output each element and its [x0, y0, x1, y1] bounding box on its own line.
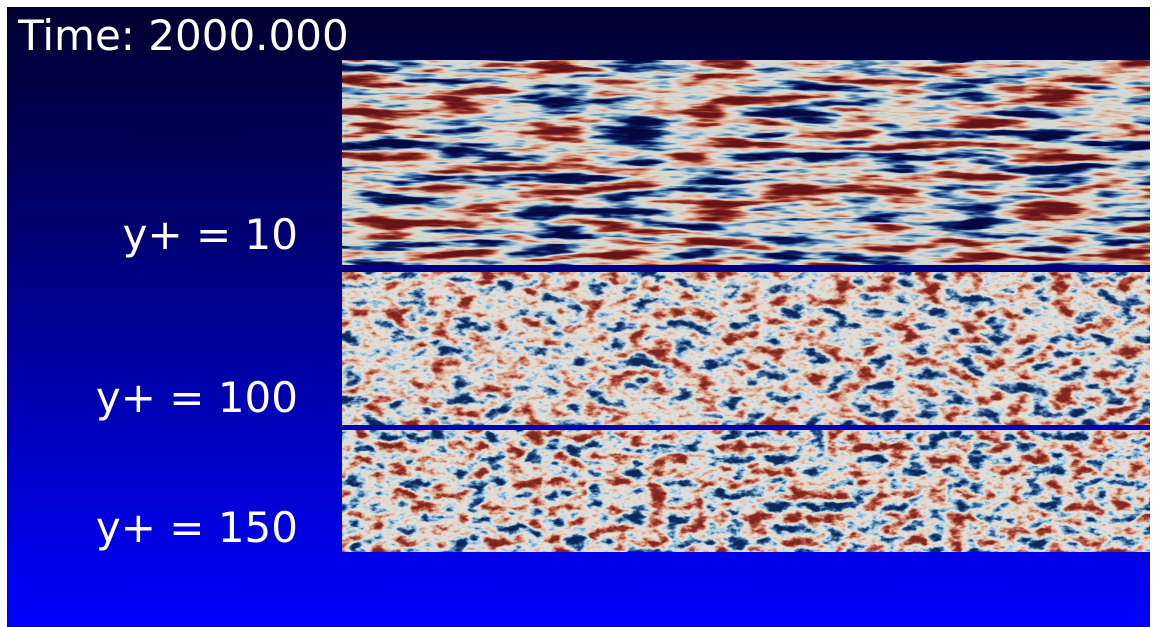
slice-field [342, 430, 1150, 552]
slice-field [342, 60, 1150, 265]
slices-render [7, 7, 1150, 627]
slice-field [342, 272, 1150, 425]
page: {"time_label": "Time: 2000.000", "slices… [0, 0, 1154, 627]
render-view: Time: 2000.000 y+ = 10 y+ = 100 y+ = 150 [7, 7, 1150, 627]
